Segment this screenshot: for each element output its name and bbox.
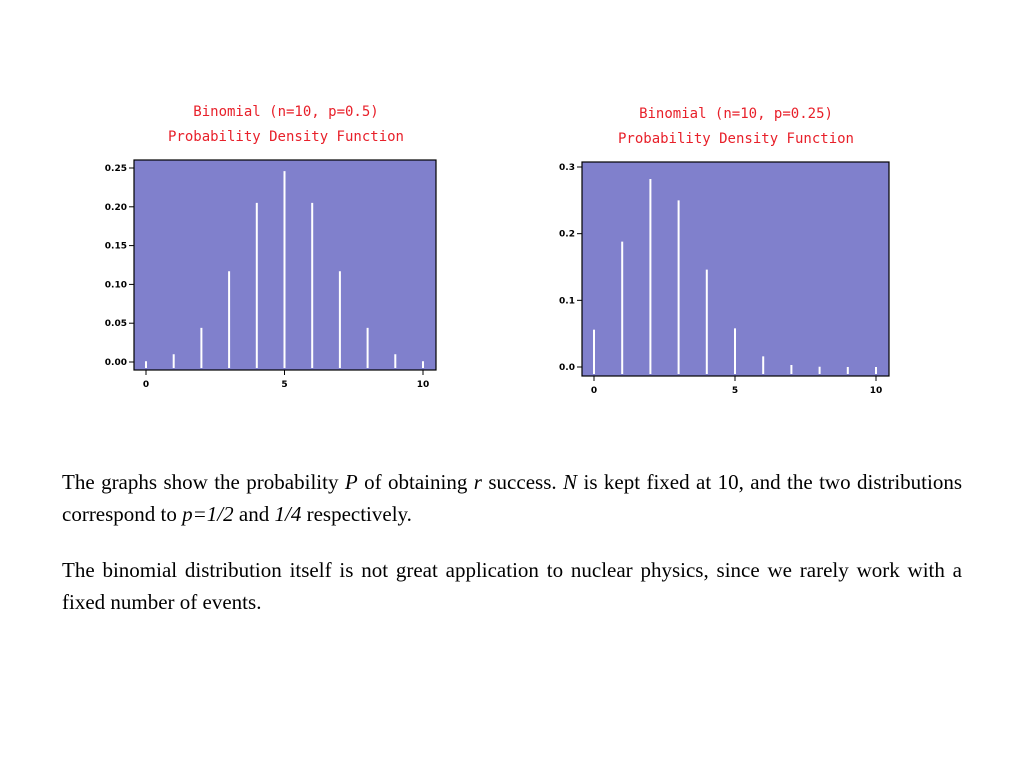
para1-italic-P: P — [344, 470, 358, 494]
chart1-ytick-label-2: 0.10 — [105, 280, 127, 290]
para1-italic-p-half: p=1/2 — [182, 502, 234, 526]
para1-text-5: and — [233, 502, 275, 526]
chart2-subtitle: Probability Density Function — [618, 131, 854, 147]
chart2-xtick-label-1: 5 — [732, 386, 738, 396]
para1-text-1: The graphs show the probability — [62, 470, 345, 494]
chart2-ytick-label-1: 0.1 — [559, 296, 575, 306]
chart1-ytick-label-1: 0.05 — [105, 319, 127, 329]
chart-binomial-p05: Binomial (n=10, p=0.5) Probability Densit… — [0, 0, 512, 420]
text-block: The graphs show the probability P of obt… — [62, 466, 962, 642]
para1-italic-N: N — [563, 470, 578, 494]
chart1-ytick-label-0: 0.00 — [105, 358, 127, 368]
chart1-subtitle: Probability Density Function — [168, 129, 404, 145]
chart-binomial-p025-svg: Binomial (n=10, p=0.25) Probability Densi… — [559, 106, 890, 396]
para1-italic-quarter: 1/4 — [274, 502, 302, 526]
chart-binomial-p025: Binomial (n=10, p=0.25) Probability Densi… — [559, 106, 890, 396]
para1-text-6: respectively. — [301, 502, 412, 526]
chart1-title: Binomial (n=10, p=0.5) — [193, 104, 378, 120]
chart2-xtick-label-2: 10 — [870, 386, 883, 396]
chart2-ytick-label-0: 0.0 — [559, 363, 575, 373]
chart1-ytick-label-4: 0.20 — [105, 203, 127, 213]
chart1-ytick-label-5: 0.25 — [105, 164, 127, 174]
chart2-title: Binomial (n=10, p=0.25) — [639, 106, 833, 122]
chart1-xtick-label-1: 5 — [281, 380, 287, 390]
para1-text-3: success. — [481, 470, 564, 494]
chart1-xtick-label-2: 10 — [417, 380, 430, 390]
chart2-ytick-label-2: 0.2 — [559, 230, 575, 240]
chart-binomial-p05-svg: Binomial (n=10, p=0.5) Probability Densit… — [105, 104, 437, 390]
para1-italic-r: r — [473, 470, 482, 494]
para1-text-2: of obtaining — [357, 470, 474, 494]
chart1-xtick-label-0: 0 — [143, 380, 149, 390]
chart2-xtick-label-0: 0 — [591, 386, 597, 396]
para1-text-4: is kept fixed at 10, and the two distrib… — [62, 470, 963, 526]
paragraph-remark: The binomial distribution itself is not … — [62, 558, 962, 614]
paragraph-description: The graphs show the probability P of obt… — [62, 466, 962, 530]
chart1-ytick-label-3: 0.15 — [105, 242, 127, 252]
chart2-ytick-label-3: 0.3 — [559, 163, 575, 173]
